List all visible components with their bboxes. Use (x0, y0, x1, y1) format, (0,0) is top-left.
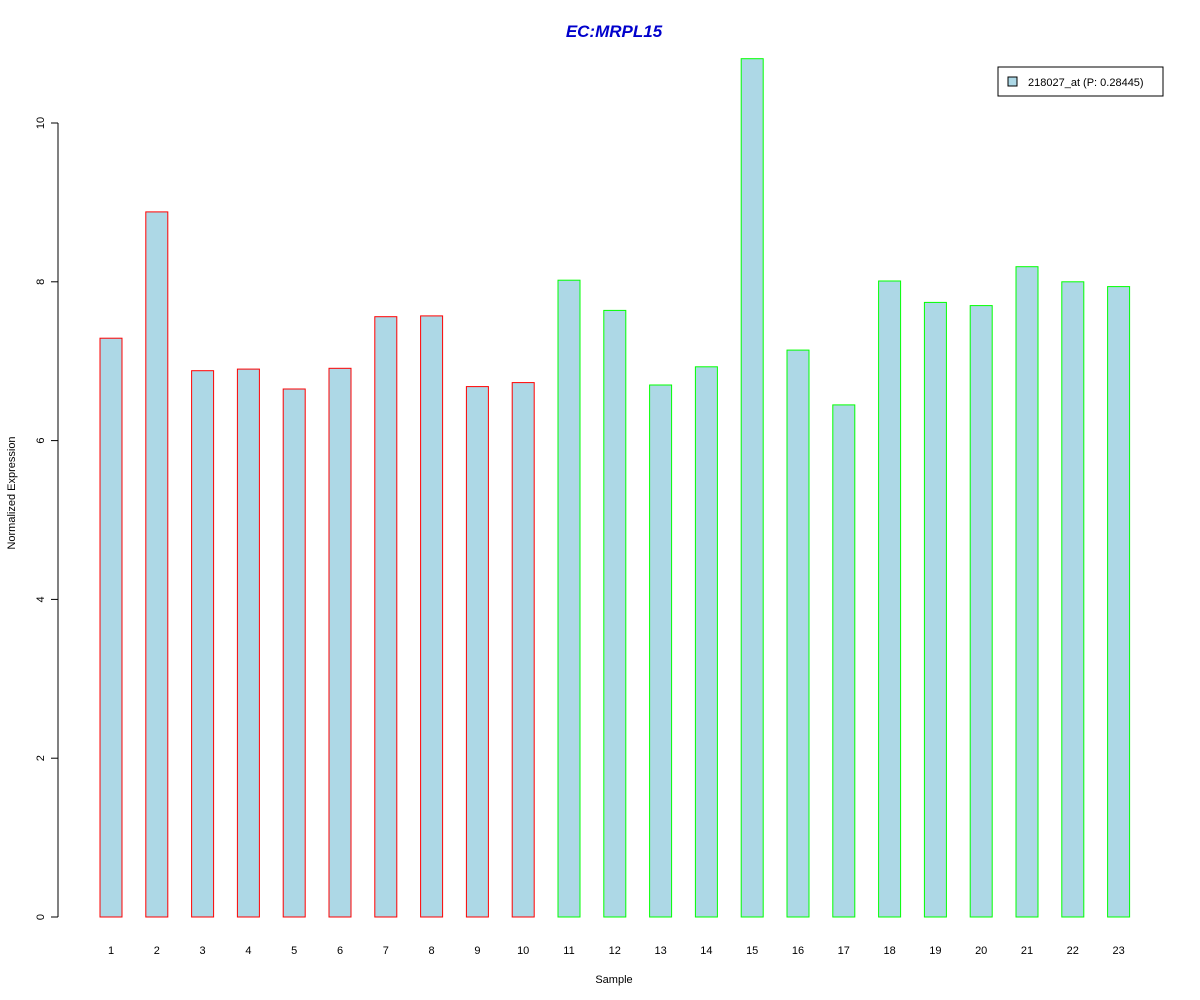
x-tick-label: 6 (337, 945, 343, 957)
y-tick-label: 8 (35, 279, 47, 285)
legend: 218027_at (P: 0.28445) (997, 66, 1164, 97)
x-axis-label: Sample (595, 974, 632, 986)
bars-group (99, 58, 1131, 918)
y-tick-label: 2 (35, 755, 47, 761)
x-tick-label: 20 (975, 945, 987, 957)
bar (1107, 286, 1131, 918)
bar (1061, 281, 1085, 918)
x-tick-label: 19 (929, 945, 941, 957)
bar (236, 368, 260, 918)
x-tick-label: 11 (563, 945, 574, 957)
x-tick-label: 5 (291, 945, 297, 957)
y-tick-label: 4 (35, 596, 47, 602)
x-tick-label: 10 (517, 945, 529, 957)
x-tick-label: 21 (1021, 945, 1033, 957)
x-tick-label: 2 (154, 945, 160, 957)
bar (832, 404, 856, 918)
bar (145, 211, 169, 918)
bar (923, 301, 947, 918)
y-tick-label: 6 (35, 438, 47, 444)
x-tick-label: 12 (609, 945, 621, 957)
bar (99, 337, 123, 918)
x-tick-label: 13 (654, 945, 666, 957)
x-tick-label: 23 (1112, 945, 1124, 957)
x-tick-label: 14 (700, 945, 712, 957)
bar (191, 370, 215, 918)
x-tick-label: 17 (838, 945, 850, 957)
chart-title: EC:MRPL15 (566, 22, 663, 41)
bar (969, 305, 993, 918)
x-tick-label: 15 (746, 945, 758, 957)
legend-box (997, 66, 1164, 97)
y-tick-label: 10 (35, 117, 47, 129)
bar (328, 367, 352, 918)
bar (420, 315, 444, 918)
bar (465, 386, 489, 918)
bar (649, 384, 673, 918)
bar (603, 309, 627, 918)
x-tick-label: 1 (108, 945, 114, 957)
x-tick-label: 16 (792, 945, 804, 957)
bar (740, 58, 764, 918)
x-tick-label: 9 (474, 945, 480, 957)
x-tick-label: 4 (245, 945, 251, 957)
x-tick-label: 18 (883, 945, 895, 957)
legend-label: 218027_at (P: 0.28445) (1028, 77, 1144, 89)
x-tick-label: 8 (429, 945, 435, 957)
bar (786, 349, 810, 918)
x-axis: 1 2 3 4 5 6 7 8 9 10 11 12 13 14 15 16 17 18 19 20 21 22 23 (108, 945, 1125, 957)
bar (374, 316, 398, 918)
bar (694, 366, 718, 918)
bar (557, 279, 581, 918)
legend-swatch (1007, 76, 1018, 87)
bar (511, 382, 535, 918)
x-tick-label: 22 (1067, 945, 1079, 957)
x-tick-label: 7 (383, 945, 389, 957)
bar (878, 280, 902, 918)
bar (282, 388, 306, 918)
x-tick-label: 3 (200, 945, 206, 957)
bar (1015, 266, 1039, 918)
y-axis: 0 2 4 6 8 10 (35, 117, 59, 920)
y-tick-label: 0 (35, 914, 47, 920)
y-axis-label: Normalized Expression (6, 436, 18, 549)
